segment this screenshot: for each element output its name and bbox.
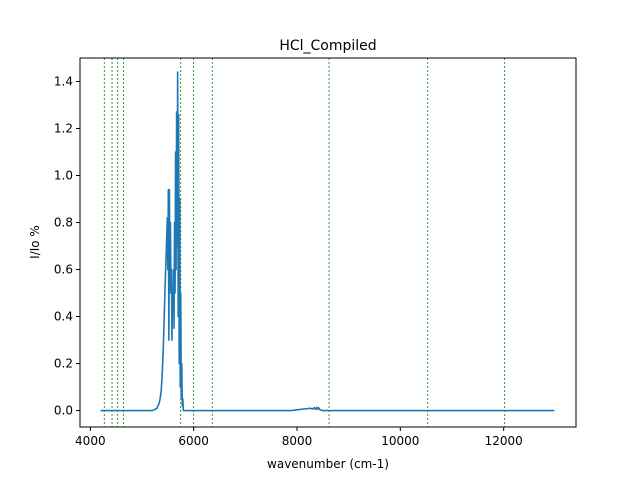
x-tick-label-2: 8000 [282,434,313,448]
y-tick-label-3: 0.6 [54,263,73,277]
x-tick-label-3: 10000 [381,434,419,448]
reference-lines [103,58,506,427]
y-tick-label-7: 1.4 [54,75,73,89]
x-tick-label-1: 6000 [178,434,209,448]
y-tick-label-2: 0.4 [54,310,73,324]
y-tick-label-0: 0.0 [54,404,73,418]
plot-frame [79,57,577,428]
series-layer [100,71,555,412]
series-line-0 [100,71,555,412]
y-axis-label: I/Io % [28,225,42,259]
x-tick-label-4: 12000 [485,434,523,448]
x-axis: 4000 6000 8000 10000 12000 [75,427,523,448]
x-tick-label-0: 4000 [75,434,106,448]
x-axis-label: wavenumber (cm-1) [267,457,389,471]
y-tick-label-6: 1.2 [54,122,73,136]
y-axis: 0.0 0.2 0.4 0.6 0.8 1.0 1.2 1.4 [54,75,80,418]
y-tick-label-4: 0.8 [54,216,73,230]
y-tick-label-1: 0.2 [54,357,73,371]
chart-title: HCl_Compiled [279,38,376,54]
y-tick-label-5: 1.0 [54,169,73,183]
